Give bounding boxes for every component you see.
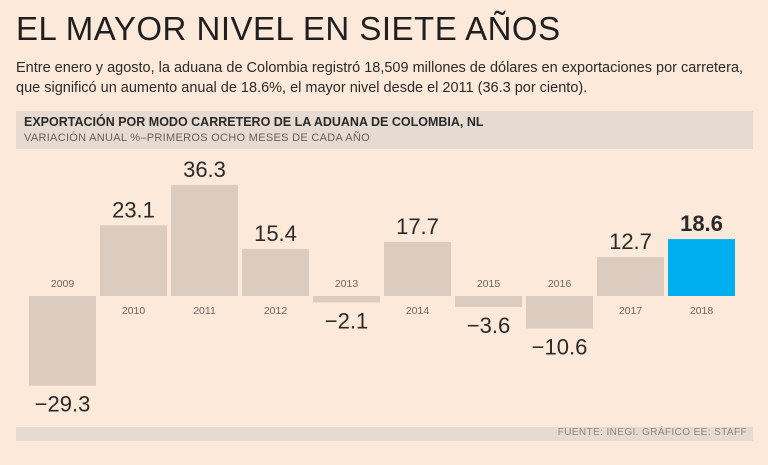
- value-label-2017: 12.7: [609, 229, 652, 254]
- bar-2011: [171, 184, 238, 296]
- value-label-2016: −10.6: [532, 334, 588, 359]
- value-label-2018: 18.6: [680, 211, 723, 236]
- footer-bar: FUENTE: INEGI. GRÁFICO EE: STAFF: [16, 427, 753, 441]
- bar-2017: [597, 257, 664, 296]
- headline: EL MAYOR NIVEL EN SIETE AÑOS: [16, 10, 561, 47]
- bar-2009: [29, 296, 96, 386]
- value-label-2011: 36.3: [183, 157, 226, 182]
- bar-2010: [100, 225, 167, 296]
- year-label-2011: 2011: [193, 305, 216, 317]
- value-label-2010: 23.1: [112, 197, 155, 222]
- chart-title: EXPORTACIÓN POR MODO CARRETERO DE LA ADU…: [24, 115, 484, 129]
- value-label-2014: 17.7: [396, 214, 439, 239]
- bar-2012: [242, 248, 309, 296]
- value-label-2012: 15.4: [254, 221, 297, 246]
- year-label-2009: 2009: [51, 278, 75, 290]
- intro-text: Entre enero y agosto, la aduana de Colom…: [16, 60, 744, 96]
- bar-2015: [455, 296, 522, 308]
- source-note: FUENTE: INEGI. GRÁFICO EE: STAFF: [557, 427, 747, 438]
- year-label-2014: 2014: [406, 305, 430, 317]
- year-label-2010: 2010: [122, 305, 146, 317]
- year-label-2016: 2016: [548, 278, 572, 290]
- value-label-2013: −2.1: [325, 308, 368, 333]
- year-label-2017: 2017: [619, 305, 643, 317]
- year-label-2015: 2015: [477, 278, 501, 290]
- year-label-2012: 2012: [264, 305, 288, 317]
- value-label-2009: −29.3: [35, 392, 91, 417]
- year-label-2018: 2018: [690, 305, 714, 317]
- chart-header: EXPORTACIÓN POR MODO CARRETERO DE LA ADU…: [16, 111, 753, 149]
- bar-2018: [668, 239, 735, 296]
- bar-2016: [526, 296, 593, 329]
- bar-2013: [313, 296, 380, 303]
- bar-2014: [384, 241, 451, 296]
- chart-subtitle: VARIACIÓN ANUAL %–PRIMEROS OCHO MESES DE…: [24, 132, 370, 144]
- value-label-2015: −3.6: [467, 313, 510, 338]
- year-label-2013: 2013: [335, 278, 359, 290]
